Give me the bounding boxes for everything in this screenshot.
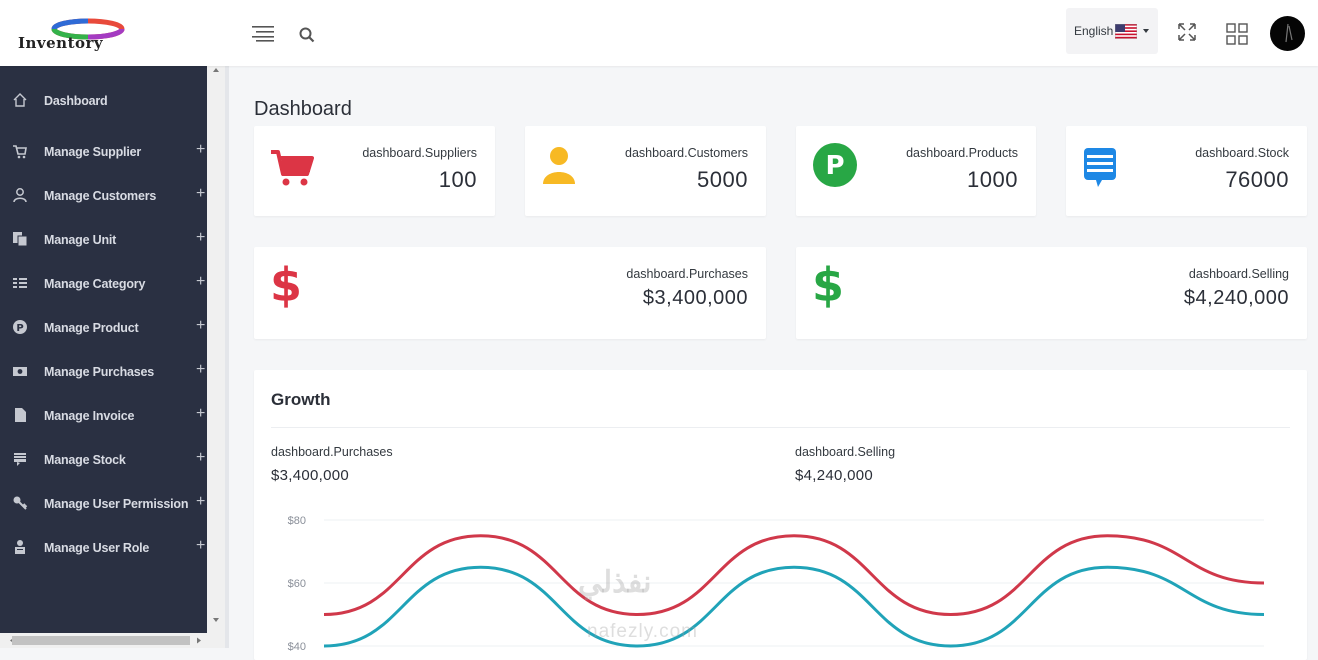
sidebar: Dashboard Manage Supplier + Manage Custo… (0, 66, 207, 648)
file-icon (15, 408, 26, 422)
dollar-icon: $ (812, 258, 845, 312)
user-icon (543, 147, 575, 184)
sidebar-item-label: Manage Supplier (44, 145, 142, 159)
divider (271, 427, 1290, 428)
money-icon (13, 367, 27, 376)
growth-title: Growth (271, 390, 331, 409)
growth-line-chart: $80 $60 $40 (288, 515, 1265, 653)
stat-card-products: P dashboard.Products 1000 (796, 126, 1036, 216)
stat-label: dashboard.Suppliers (362, 146, 477, 160)
sidebar-item-label: Manage Invoice (44, 409, 135, 423)
growth-purchases-label: dashboard.Purchases (271, 445, 393, 459)
sidebar-item-manage-purchases[interactable]: Manage Purchases + (0, 353, 207, 389)
copy-icon (13, 232, 28, 247)
language-label: English (1074, 24, 1114, 38)
selling-card: $ dashboard.Selling $4,240,000 (796, 247, 1307, 339)
series-line-1 (323, 565, 1265, 648)
expand-plus-icon[interactable]: + (196, 405, 206, 422)
svg-text:P: P (825, 151, 844, 181)
stat-value: 76000 (1225, 167, 1289, 192)
sidebar-item-manage-user-permission[interactable]: Manage User Permission + (0, 485, 207, 521)
stat-card-suppliers: dashboard.Suppliers 100 (254, 126, 495, 216)
sidebar-item-manage-invoice[interactable]: Manage Invoice + (0, 397, 207, 433)
sidebar-item-label: Manage Stock (44, 453, 126, 467)
sidebar-item-label: Dashboard (44, 94, 108, 108)
language-dropdown[interactable]: English (1066, 8, 1158, 54)
sidebar-item-label: Manage Purchases (44, 365, 155, 379)
stat-label: dashboard.Stock (1195, 146, 1289, 160)
svg-text:P: P (16, 323, 23, 334)
chevron-down-icon (1143, 29, 1149, 33)
logo-text: Inventory (18, 34, 104, 52)
growth-card: Growth dashboard.Purchases $3,400,000 da… (254, 370, 1307, 660)
dollar-icon: $ (270, 258, 303, 312)
product-icon: P (13, 320, 27, 334)
purchases-card: $ dashboard.Purchases $3,400,000 (254, 247, 766, 339)
user-icon (13, 188, 27, 203)
stat-value: 1000 (967, 167, 1018, 192)
stat-value: 100 (438, 167, 477, 192)
y-tick-label: $60 (288, 578, 306, 590)
hamburger-menu-icon[interactable] (252, 24, 276, 42)
sidebar-item-label: Manage User Role (44, 541, 150, 555)
sidebar-item-manage-unit[interactable]: Manage Unit + (0, 221, 207, 257)
growth-purchases-value: $3,400,000 (271, 467, 350, 484)
sidebar-item-label: Manage Unit (44, 233, 117, 247)
product-p-icon: P (813, 143, 857, 187)
expand-plus-icon[interactable]: + (196, 229, 206, 246)
stat-card-customers: dashboard.Customers 5000 (525, 126, 766, 216)
stat-card-stock: dashboard.Stock 76000 (1066, 126, 1307, 216)
series-line-0 (323, 534, 1265, 617)
growth-selling-value: $4,240,000 (795, 467, 874, 484)
sidebar-item-manage-category[interactable]: Manage Category + (0, 265, 207, 301)
key-icon (13, 496, 28, 510)
home-icon (13, 93, 27, 107)
page-title: Dashboard (254, 98, 352, 120)
content-edge (225, 66, 229, 648)
user-avatar[interactable] (1270, 16, 1305, 51)
sidebar-item-manage-user-role[interactable]: Manage User Role + (0, 529, 207, 565)
cart-icon (13, 145, 27, 159)
sidebar-item-dashboard[interactable]: Dashboard (0, 82, 207, 118)
expand-plus-icon[interactable]: + (196, 141, 206, 158)
y-tick-label: $80 (288, 515, 306, 527)
list-icon (13, 278, 27, 288)
app-logo[interactable]: Inventory (18, 18, 160, 52)
stat-value: 5000 (697, 167, 748, 192)
expand-plus-icon[interactable]: + (196, 361, 206, 378)
expand-plus-icon[interactable]: + (196, 185, 206, 202)
role-icon (15, 540, 25, 554)
sidebar-item-label: Manage Category (44, 277, 146, 291)
expand-plus-icon[interactable]: + (196, 273, 206, 290)
sidebar-item-manage-product[interactable]: P Manage Product + (0, 309, 207, 345)
sidebar-item-label: Manage Product (44, 321, 139, 335)
sidebar-item-manage-supplier[interactable]: Manage Supplier + (0, 133, 207, 169)
search-icon[interactable] (298, 26, 316, 44)
top-navbar: Inventory English (0, 0, 1318, 66)
sidebar-vertical-scrollbar[interactable] (207, 66, 225, 648)
message-icon (1084, 148, 1116, 187)
stat-label: dashboard.Customers (625, 146, 748, 160)
sidebar-item-manage-customers[interactable]: Manage Customers + (0, 177, 207, 213)
expand-plus-icon[interactable]: + (196, 537, 206, 554)
fullscreen-icon[interactable] (1177, 22, 1197, 42)
expand-plus-icon[interactable]: + (196, 317, 206, 334)
sidebar-item-manage-stock[interactable]: Manage Stock + (0, 441, 207, 477)
cart-icon (271, 150, 314, 186)
y-tick-label: $40 (288, 641, 306, 653)
selling-label: dashboard.Selling (1188, 267, 1289, 281)
selling-value: $4,240,000 (1183, 287, 1289, 309)
expand-plus-icon[interactable]: + (196, 449, 206, 466)
sidebar-item-label: Manage User Permission (44, 497, 189, 511)
stock-icon (14, 453, 26, 466)
purchases-value: $3,400,000 (642, 287, 748, 309)
sidebar-item-label: Manage Customers (44, 189, 157, 203)
stat-label: dashboard.Products (906, 146, 1018, 160)
growth-selling-label: dashboard.Selling (795, 445, 896, 459)
sidebar-horizontal-scrollbar[interactable] (0, 633, 207, 648)
expand-plus-icon[interactable]: + (196, 493, 206, 510)
apps-grid-icon[interactable] (1226, 23, 1248, 45)
purchases-label: dashboard.Purchases (626, 267, 748, 281)
us-flag-icon (1115, 24, 1137, 39)
